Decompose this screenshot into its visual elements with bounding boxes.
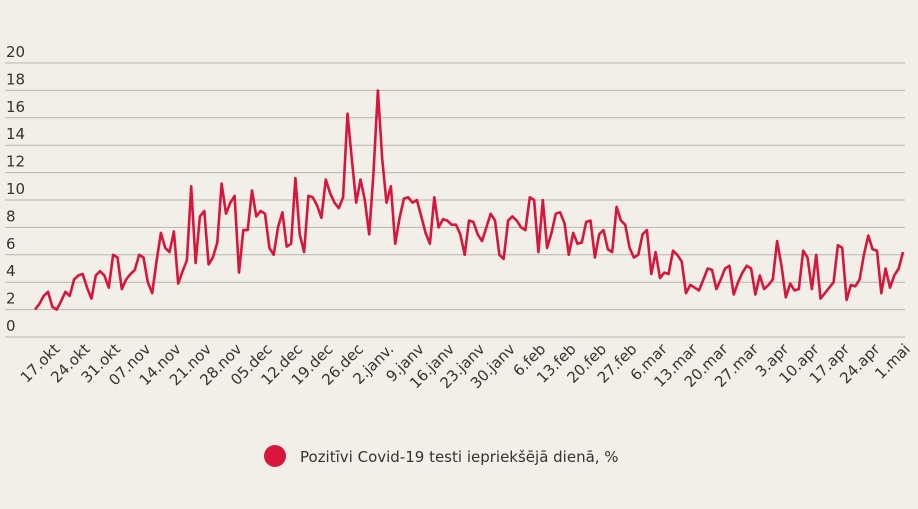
- y-tick-label: 4: [6, 262, 16, 280]
- y-tick-label: 10: [6, 180, 25, 198]
- y-tick-label: 2: [6, 290, 16, 308]
- y-tick-label: 6: [6, 235, 16, 253]
- y-tick-label: 16: [6, 98, 25, 116]
- y-tick-label: 8: [6, 207, 16, 225]
- line: [33, 89, 905, 311]
- y-tick-label: 20: [6, 43, 25, 61]
- legend-marker: [264, 445, 286, 467]
- y-tick-label: 12: [6, 153, 25, 171]
- legend-label: Pozitīvi Covid-19 testi iepriekšējā dien…: [300, 448, 619, 466]
- y-tick-label: 18: [6, 70, 25, 88]
- y-tick-label: 0: [6, 317, 16, 335]
- y-tick-label: 14: [6, 125, 25, 143]
